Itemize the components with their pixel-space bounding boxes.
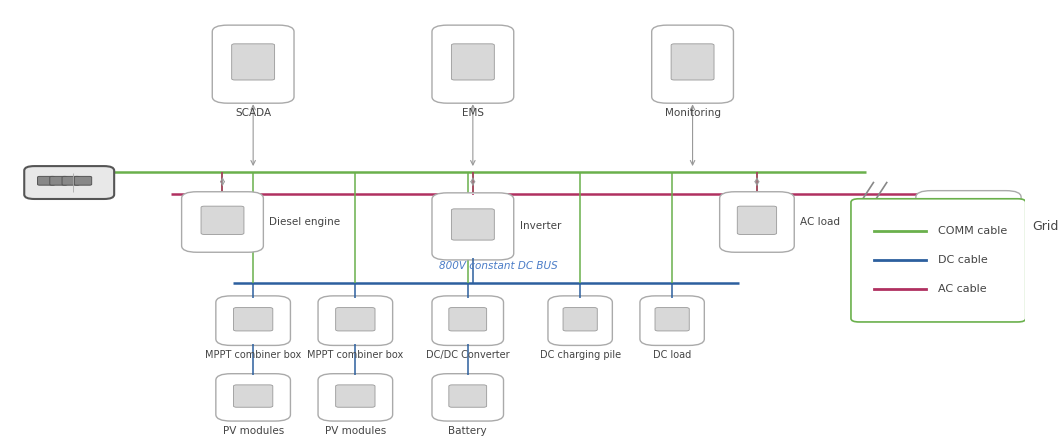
Text: PV modules: PV modules — [324, 426, 386, 436]
FancyBboxPatch shape — [336, 385, 375, 407]
FancyBboxPatch shape — [548, 296, 613, 345]
FancyBboxPatch shape — [318, 296, 392, 345]
Text: Battery: Battery — [448, 426, 487, 436]
Text: COMM cable: COMM cable — [938, 226, 1007, 236]
Text: SCADA: SCADA — [235, 108, 271, 118]
Text: Monitoring: Monitoring — [665, 108, 721, 118]
FancyBboxPatch shape — [233, 385, 272, 407]
Text: DC/DC Converter: DC/DC Converter — [426, 350, 510, 360]
Text: AC load: AC load — [800, 217, 841, 227]
FancyBboxPatch shape — [336, 308, 375, 331]
FancyBboxPatch shape — [720, 192, 794, 252]
FancyBboxPatch shape — [563, 308, 597, 331]
FancyBboxPatch shape — [432, 374, 504, 421]
FancyBboxPatch shape — [63, 176, 80, 185]
FancyBboxPatch shape — [432, 193, 514, 260]
FancyBboxPatch shape — [74, 176, 91, 185]
FancyBboxPatch shape — [216, 296, 290, 345]
FancyBboxPatch shape — [201, 206, 244, 234]
FancyBboxPatch shape — [640, 296, 704, 345]
FancyBboxPatch shape — [738, 206, 777, 234]
FancyBboxPatch shape — [216, 374, 290, 421]
FancyBboxPatch shape — [448, 385, 487, 407]
FancyBboxPatch shape — [916, 190, 1021, 262]
Text: Inverter: Inverter — [519, 222, 561, 231]
Text: DC charging pile: DC charging pile — [540, 350, 621, 360]
FancyBboxPatch shape — [652, 25, 734, 103]
FancyBboxPatch shape — [318, 374, 392, 421]
FancyBboxPatch shape — [671, 44, 714, 80]
Text: DC load: DC load — [653, 350, 691, 360]
FancyBboxPatch shape — [448, 308, 487, 331]
FancyBboxPatch shape — [37, 176, 55, 185]
FancyBboxPatch shape — [655, 308, 689, 331]
Text: EMS: EMS — [462, 108, 483, 118]
Text: AC cable: AC cable — [938, 285, 987, 294]
Text: PV modules: PV modules — [223, 426, 284, 436]
FancyBboxPatch shape — [232, 44, 275, 80]
Text: 800V constant DC BUS: 800V constant DC BUS — [439, 261, 558, 271]
FancyBboxPatch shape — [941, 208, 995, 241]
Text: DC cable: DC cable — [938, 255, 988, 266]
FancyBboxPatch shape — [432, 296, 504, 345]
FancyBboxPatch shape — [50, 176, 67, 185]
FancyBboxPatch shape — [452, 44, 494, 80]
Text: Grid: Grid — [1032, 220, 1059, 233]
Text: Diesel engine: Diesel engine — [269, 217, 340, 227]
Text: MPPT combiner box: MPPT combiner box — [205, 350, 301, 360]
FancyBboxPatch shape — [24, 166, 114, 199]
FancyBboxPatch shape — [212, 25, 294, 103]
FancyBboxPatch shape — [452, 209, 494, 240]
FancyBboxPatch shape — [181, 192, 263, 252]
FancyBboxPatch shape — [851, 199, 1026, 322]
Text: MPPT combiner box: MPPT combiner box — [307, 350, 404, 360]
FancyBboxPatch shape — [432, 25, 514, 103]
FancyBboxPatch shape — [233, 308, 272, 331]
